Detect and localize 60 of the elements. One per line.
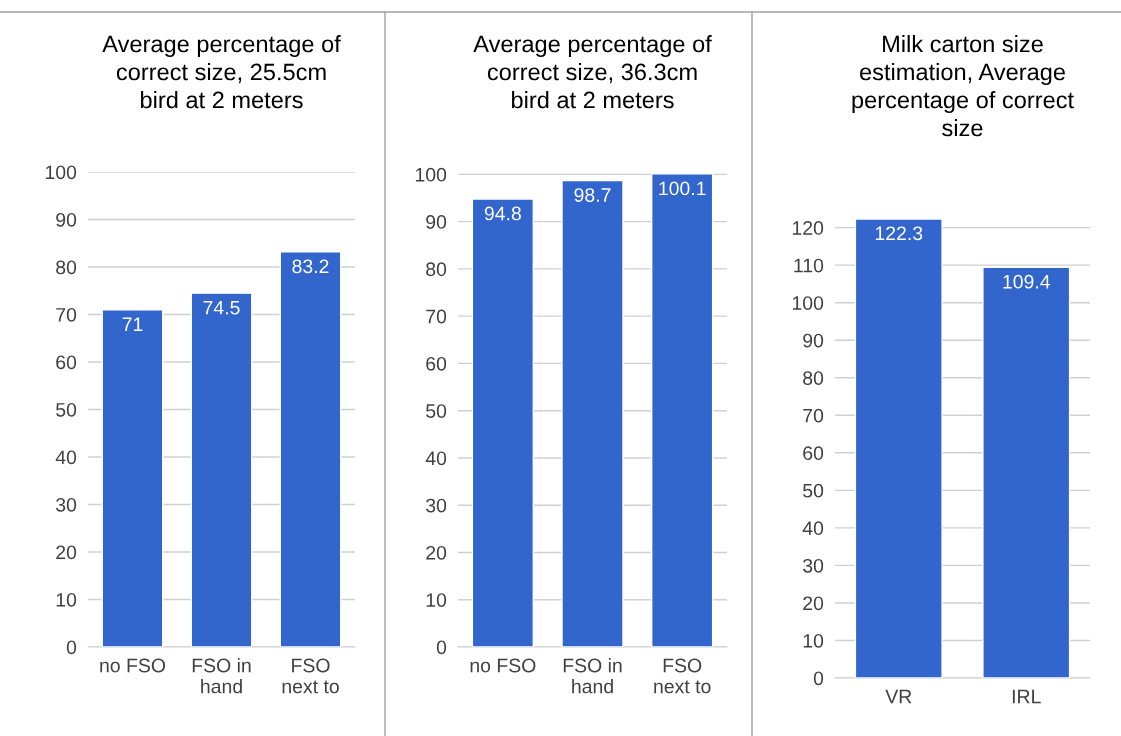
y-tick-label: 70 (803, 408, 824, 423)
y-tick-label: 40 (802, 521, 824, 536)
y-tick-label: 80 (56, 260, 77, 275)
chart-title: Average percentage of correct size, 25.5cm bird at 2 meters (102, 35, 341, 109)
chart-title: Milk carton size estimation, Average percentage of correct size (852, 35, 1074, 137)
bar (190, 292, 253, 647)
y-tick-label: 40 (425, 451, 447, 466)
y-tick-label: 10 (803, 633, 824, 648)
y-tick-label: 0 (436, 640, 447, 655)
y-tick-label: 0 (813, 671, 824, 686)
y-tick-label: 20 (56, 545, 77, 560)
data-label: 122.3 (875, 226, 923, 241)
data-label: 83.2 (292, 259, 329, 274)
data-label: 74.5 (203, 300, 240, 315)
y-tick-label: 30 (803, 558, 824, 573)
y-tick-label: 20 (803, 596, 824, 611)
y-tick-label: 50 (803, 483, 824, 498)
y-tick-label: 120 (792, 221, 824, 235)
data-label: 98.7 (574, 188, 611, 202)
bar (101, 309, 164, 647)
y-tick-label: 90 (56, 212, 77, 227)
y-tick-label: 100 (792, 296, 824, 310)
y-tick-label: 60 (803, 446, 824, 461)
x-tick-label: FSO in hand (563, 658, 622, 694)
y-tick-label: 60 (426, 356, 447, 371)
x-tick-label: no FSO (100, 658, 166, 673)
y-tick-label: 110 (794, 258, 824, 273)
y-tick-label: 50 (426, 404, 447, 418)
y-tick-label: 60 (56, 355, 77, 370)
y-tick-label: 30 (56, 497, 77, 512)
y-tick-label: 80 (803, 371, 824, 385)
chart-title: Average percentage of correct size, 36.3cm bird at 2 meters (473, 35, 712, 109)
bar (561, 179, 624, 647)
x-tick-label: FSO in hand (192, 658, 251, 694)
x-tick-label: FSO next to (282, 658, 339, 694)
y-tick-label: 20 (426, 545, 447, 560)
x-tick-label: FSO next to (654, 658, 711, 694)
bar (279, 251, 342, 647)
y-tick-label: 100 (415, 167, 447, 182)
y-tick-label: 50 (56, 402, 77, 417)
x-tick-label: VR (885, 689, 912, 704)
data-label: 109.4 (1003, 274, 1051, 289)
y-tick-label: 30 (426, 498, 447, 513)
y-tick-label: 80 (426, 262, 447, 277)
y-tick-label: 10 (56, 592, 77, 607)
data-label: 100.1 (659, 181, 706, 196)
y-tick-label: 10 (426, 593, 447, 607)
y-tick-label: 70 (426, 309, 447, 324)
y-tick-label: 0 (66, 640, 77, 655)
bar (471, 198, 535, 647)
y-tick-label: 70 (56, 307, 77, 322)
y-tick-label: 40 (55, 450, 77, 465)
bar (650, 173, 714, 647)
y-tick-label: 90 (803, 333, 824, 348)
data-label: 94.8 (484, 206, 521, 221)
y-tick-label: 100 (45, 165, 77, 180)
data-label: 71 (122, 317, 143, 331)
y-tick-label: 90 (426, 215, 447, 229)
x-tick-label: no FSO (470, 658, 536, 673)
x-tick-label: IRL (1012, 689, 1041, 704)
